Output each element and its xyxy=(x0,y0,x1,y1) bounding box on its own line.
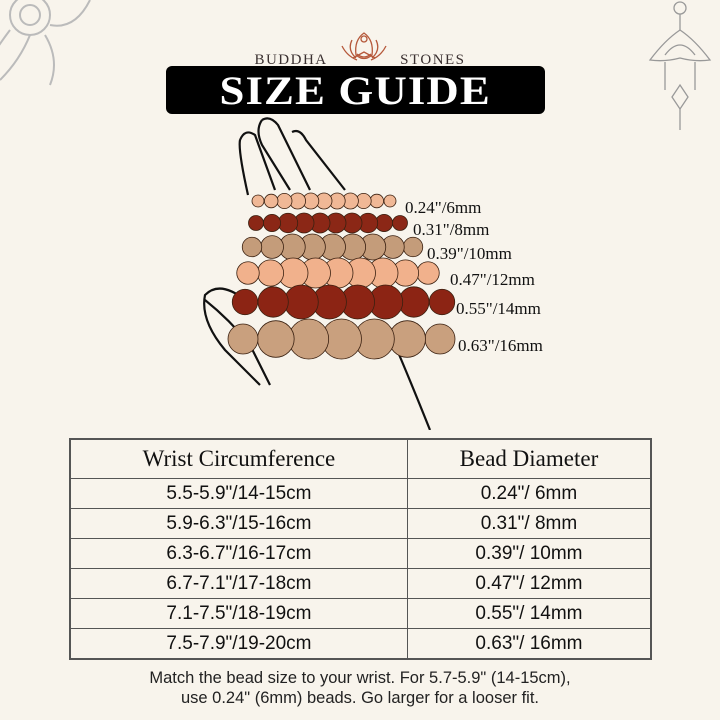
brand-right-text: STONES xyxy=(400,52,466,69)
table-row: 5.9-6.3"/15-16cm 0.31"/ 8mm xyxy=(69,508,652,539)
bead xyxy=(283,284,319,320)
bead-row xyxy=(251,192,397,210)
bead xyxy=(264,193,279,209)
bead xyxy=(251,194,265,208)
table-row: 6.7-7.1"/17-18cm 0.47"/ 12mm xyxy=(69,568,652,599)
bead-row xyxy=(248,212,408,234)
bead xyxy=(428,288,456,316)
bead-size-label: 0.47"/12mm xyxy=(450,270,535,289)
wrist-circumference-cell: 6.3-6.7"/16-17cm xyxy=(69,538,408,569)
bead-diameter-cell: 0.55"/ 14mm xyxy=(406,598,652,629)
bead-size-label: 0.39"/10mm xyxy=(427,244,512,263)
table-row: 6.3-6.7"/16-17cm 0.39"/ 10mm xyxy=(69,538,652,569)
bead xyxy=(260,235,284,259)
header-bead-diameter: Bead Diameter xyxy=(406,438,652,479)
bead xyxy=(288,318,330,360)
bead-diameter-cell: 0.24"/ 6mm xyxy=(406,478,652,509)
brand-left-text: BUDDHA xyxy=(254,52,328,69)
bead xyxy=(257,320,295,358)
table-row: 7.5-7.9"/19-20cm 0.63"/ 16mm xyxy=(69,628,652,660)
bead-row xyxy=(227,318,456,360)
bead xyxy=(398,286,430,318)
hand-with-bracelets-illustration xyxy=(203,117,456,430)
bead xyxy=(231,288,259,316)
bead-row xyxy=(231,284,456,320)
table-row: 5.5-5.9"/14-15cm 0.24"/ 6mm xyxy=(69,478,652,509)
note-line-1: Match the bead size to your wrist. For 5… xyxy=(149,669,571,687)
bead xyxy=(256,259,285,287)
bead-size-label: 0.31"/8mm xyxy=(413,220,490,239)
wrist-circumference-cell: 7.1-7.5"/18-19cm xyxy=(69,598,408,629)
size-note: Match the bead size to your wrist. For 5… xyxy=(0,668,720,708)
bead-diameter-cell: 0.39"/ 10mm xyxy=(406,538,652,569)
bead xyxy=(262,213,282,233)
title-banner: SIZE GUIDE xyxy=(166,66,545,114)
bead xyxy=(383,194,397,208)
bead-row xyxy=(241,233,424,261)
bead-size-label: 0.24"/6mm xyxy=(405,198,482,217)
hanging-lotus-ornament-icon xyxy=(648,1,712,130)
header-wrist-circumference: Wrist Circumference xyxy=(69,438,408,479)
hand-outline xyxy=(203,117,432,430)
note-line-2: use 0.24" (6mm) beads. Go larger for a l… xyxy=(180,689,539,707)
brand-logo: BUDDHA STONES xyxy=(0,30,720,69)
bead xyxy=(276,192,293,209)
bead xyxy=(236,261,260,285)
lotus-mandala-decoration-icon xyxy=(0,0,91,86)
bead xyxy=(416,261,440,285)
bead-size-label: 0.63"/16mm xyxy=(458,336,543,355)
bead xyxy=(369,193,385,209)
bead-diameter-cell: 0.31"/ 8mm xyxy=(406,508,652,539)
bead-size-label: 0.55"/14mm xyxy=(456,299,541,318)
bead-diameter-cell: 0.47"/ 12mm xyxy=(406,568,652,599)
wrist-circumference-cell: 6.7-7.1"/17-18cm xyxy=(69,568,408,599)
meditating-lotus-icon xyxy=(341,32,387,61)
table-row: 7.1-7.5"/18-19cm 0.55"/ 14mm xyxy=(69,598,652,629)
bead xyxy=(227,323,259,355)
wrist-circumference-cell: 5.5-5.9"/14-15cm xyxy=(69,478,408,509)
wrist-circumference-cell: 5.9-6.3"/15-16cm xyxy=(69,508,408,539)
page-title: SIZE GUIDE xyxy=(219,67,492,113)
bead xyxy=(241,236,263,258)
bead xyxy=(277,212,299,234)
bead-row xyxy=(236,257,440,289)
bead-diameter-cell: 0.63"/ 16mm xyxy=(406,628,652,660)
bead xyxy=(402,236,424,258)
bead xyxy=(257,286,289,318)
bead xyxy=(424,323,456,355)
wrist-circumference-cell: 7.5-7.9"/19-20cm xyxy=(69,628,408,660)
size-table: Wrist Circumference Bead Diameter 5.5-5.… xyxy=(69,438,652,660)
bead xyxy=(248,215,264,231)
